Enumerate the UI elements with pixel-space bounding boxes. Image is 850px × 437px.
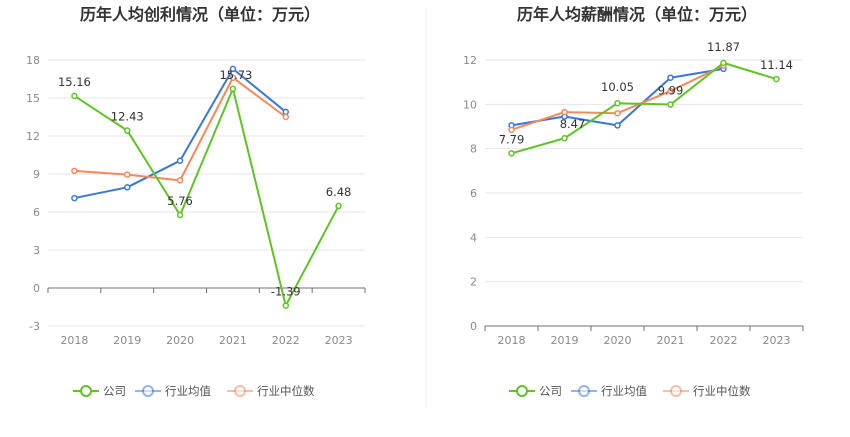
- data-point-company: [124, 127, 131, 134]
- data-label: 9.99: [658, 84, 684, 98]
- y-tick-label: 12: [463, 54, 477, 67]
- y-tick-label: 6: [33, 206, 40, 219]
- data-point-company: [720, 59, 727, 67]
- data-point-industry-median: [508, 126, 515, 134]
- chart-title: 历年人均薪酬情况（单位：万元）: [517, 5, 757, 24]
- legend-marker: [234, 385, 246, 397]
- x-tick-label: 2022: [272, 334, 300, 347]
- legend-marker: [80, 385, 92, 397]
- data-point-company: [229, 85, 237, 93]
- data-label: 6.48: [326, 185, 352, 199]
- y-tick-label: -3: [29, 320, 40, 333]
- data-point-industry-median: [176, 177, 184, 184]
- data-point-company: [773, 75, 780, 83]
- data-point-industry-mean: [667, 74, 674, 81]
- legend-label: 公司: [539, 384, 562, 398]
- x-tick-label: 2023: [325, 334, 353, 347]
- x-tick-label: 2022: [710, 334, 738, 347]
- data-point-company: [335, 202, 342, 210]
- legend-marker: [142, 385, 154, 397]
- legend-marker: [578, 385, 590, 397]
- salary-per-capita-chart: 历年人均薪酬情况（单位：万元） 0 2 4 6 8 10 12 2018 2019 2020 2021…: [463, 5, 804, 398]
- data-point-company: [667, 101, 674, 108]
- data-label: 12.43: [111, 110, 144, 124]
- profit-per-capita-chart: 历年人均创利情况（单位：万元） -3 0 3 6 9 12 15 18 2018 2019 2020 2…: [26, 5, 366, 398]
- x-tick-label: 2018: [498, 334, 526, 347]
- y-tick-label: 10: [463, 98, 477, 111]
- series-line-company: [511, 61, 777, 155]
- data-label: 8.47: [560, 117, 586, 131]
- data-label: 15.16: [58, 75, 91, 89]
- data-label: 11.14: [760, 58, 793, 72]
- x-tick-label: 2021: [219, 334, 247, 347]
- data-label: 11.87: [707, 40, 740, 54]
- x-tick-label: 2018: [60, 334, 88, 347]
- y-tick-label: 0: [33, 282, 40, 295]
- y-tick-label: 12: [26, 130, 40, 143]
- data-point-industry-mean: [71, 194, 78, 202]
- data-point-industry-mean: [176, 157, 184, 164]
- x-tick-label: 2021: [657, 334, 685, 347]
- legend-marker: [516, 385, 528, 397]
- legend-label: 行业中位数: [693, 384, 751, 398]
- data-point-industry-median: [71, 167, 78, 175]
- y-tick-label: 18: [26, 54, 40, 67]
- data-point-company: [176, 211, 184, 219]
- y-tick-label: 4: [470, 231, 477, 244]
- data-point-industry-median: [124, 171, 131, 178]
- data-point-industry-mean: [229, 65, 237, 73]
- data-point-company: [508, 150, 515, 157]
- series-line-company: [73, 87, 340, 307]
- chart-title: 历年人均创利情况（单位：万元）: [80, 5, 320, 24]
- x-tick-label: 2020: [604, 334, 632, 347]
- data-label: -1.39: [271, 285, 301, 299]
- legend-marker: [670, 385, 682, 397]
- y-tick-label: 0: [470, 320, 477, 333]
- legend-label: 行业均值: [601, 384, 647, 398]
- data-point-industry-median: [282, 113, 289, 121]
- series-line-industry-median: [74, 76, 287, 182]
- y-tick-label: 2: [470, 276, 477, 289]
- data-label: 10.05: [601, 80, 634, 94]
- y-tick-label: 8: [470, 143, 477, 156]
- data-point-industry-median: [614, 109, 621, 117]
- series-line-industry-mean: [511, 67, 724, 127]
- data-point-industry-mean: [124, 184, 131, 191]
- legend-label: 行业均值: [165, 384, 211, 398]
- x-tick-label: 2023: [763, 334, 791, 347]
- y-tick-label: 15: [26, 92, 40, 105]
- data-point-company: [282, 302, 289, 309]
- data-label: 7.79: [499, 132, 525, 146]
- data-label: 15.73: [219, 68, 252, 82]
- y-tick-label: 6: [470, 187, 477, 200]
- legend-label: 公司: [103, 384, 126, 398]
- y-tick-label: 9: [33, 168, 40, 181]
- data-point-company: [71, 92, 78, 100]
- data-point-industry-mean: [282, 108, 289, 116]
- data-point-company: [561, 134, 568, 142]
- y-tick-label: 3: [33, 244, 40, 257]
- x-tick-label: 2019: [113, 334, 141, 347]
- x-tick-label: 2019: [551, 334, 579, 347]
- data-point-company: [614, 99, 621, 107]
- data-point-industry-median: [667, 87, 674, 95]
- data-label: 5.76: [167, 194, 193, 208]
- data-point-industry-median: [229, 74, 237, 81]
- data-point-industry-median: [561, 108, 568, 116]
- data-point-industry-mean: [614, 122, 621, 129]
- x-tick-label: 2020: [166, 334, 194, 347]
- legend-label: 行业中位数: [257, 384, 315, 398]
